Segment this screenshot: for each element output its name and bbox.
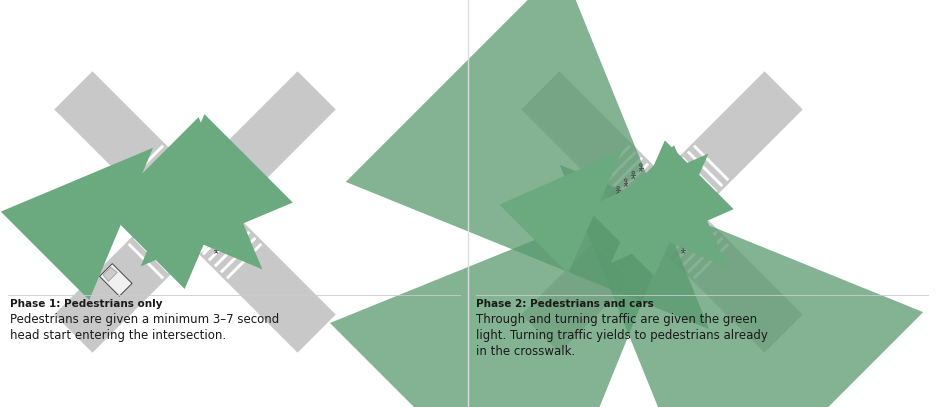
Polygon shape bbox=[521, 71, 803, 353]
Text: in the crosswalk.: in the crosswalk. bbox=[476, 345, 576, 358]
Polygon shape bbox=[631, 187, 646, 201]
Circle shape bbox=[674, 197, 704, 227]
Circle shape bbox=[621, 197, 650, 227]
Circle shape bbox=[207, 197, 237, 227]
Text: light. Turning traffic yields to pedestrians already: light. Turning traffic yields to pedestr… bbox=[476, 329, 768, 342]
Text: Phase 2: Pedestrians and cars: Phase 2: Pedestrians and cars bbox=[476, 299, 653, 309]
Circle shape bbox=[180, 170, 210, 200]
Polygon shape bbox=[521, 71, 803, 353]
Text: Through and turning traffic are given the green: Through and turning traffic are given th… bbox=[476, 313, 757, 326]
Polygon shape bbox=[628, 184, 660, 216]
Circle shape bbox=[647, 224, 677, 254]
Circle shape bbox=[180, 224, 210, 254]
Polygon shape bbox=[635, 185, 689, 239]
Text: Pedestrians are given a minimum 3–7 second: Pedestrians are given a minimum 3–7 seco… bbox=[10, 313, 279, 326]
Text: head start entering the intersection.: head start entering the intersection. bbox=[10, 329, 227, 342]
Circle shape bbox=[154, 197, 183, 227]
Polygon shape bbox=[168, 185, 222, 239]
Circle shape bbox=[647, 170, 677, 200]
Text: Phase 1: Pedestrians only: Phase 1: Pedestrians only bbox=[10, 299, 163, 309]
Polygon shape bbox=[54, 71, 336, 353]
Polygon shape bbox=[103, 267, 117, 281]
Polygon shape bbox=[54, 71, 336, 353]
Polygon shape bbox=[99, 264, 132, 296]
